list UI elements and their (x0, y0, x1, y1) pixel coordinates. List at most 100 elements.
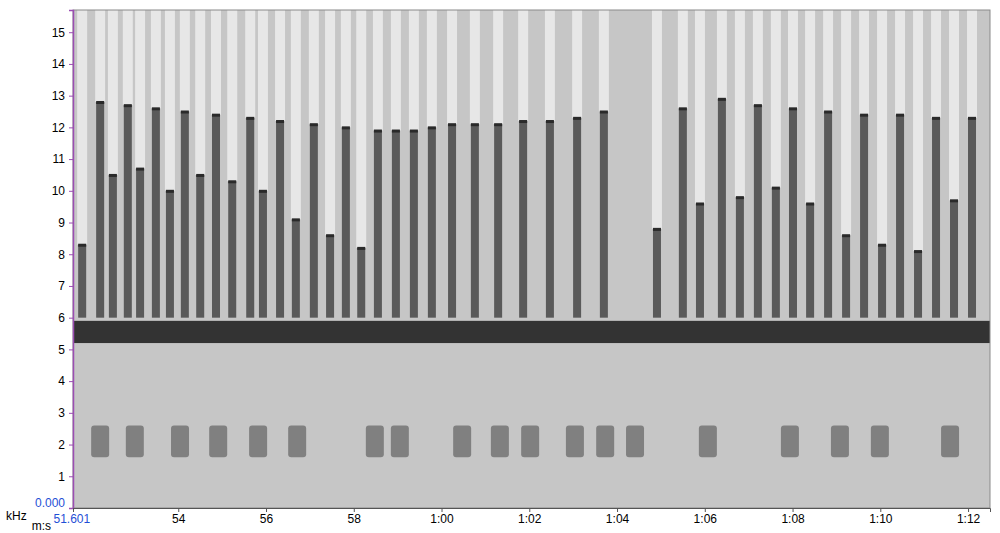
call (968, 118, 976, 318)
call-column (788, 10, 798, 108)
call (950, 200, 958, 317)
call (573, 118, 581, 318)
y-tick: 3 (58, 406, 73, 420)
x-tick-label: 1:06 (694, 512, 718, 526)
y-tick-label: 14 (52, 57, 66, 71)
y-tick-mark (69, 32, 73, 33)
call-column (695, 10, 705, 203)
y-tick: 15 (52, 26, 73, 40)
call-column (599, 10, 609, 112)
call-top (310, 123, 318, 126)
call-column (123, 10, 133, 105)
y-tick: 1 (58, 470, 73, 484)
noise-blob (171, 426, 189, 458)
call (212, 115, 220, 318)
y-tick-mark (69, 413, 73, 414)
call (878, 245, 886, 318)
call-top (166, 190, 174, 193)
x-tick: 1:08 (781, 508, 805, 526)
call (494, 124, 502, 317)
noise-blob (391, 426, 409, 458)
y-axis-line (69, 11, 74, 509)
call-column (805, 10, 815, 203)
noise-blob (871, 426, 889, 458)
call-column (931, 10, 941, 118)
call-top (136, 168, 144, 171)
y-axis-title: kHz (6, 509, 27, 523)
call-column (135, 10, 145, 169)
call (109, 175, 117, 318)
y-tick: 14 (52, 57, 73, 71)
call-top (718, 98, 726, 101)
call-top (410, 130, 418, 133)
y-tick-label: 13 (52, 89, 66, 103)
call-column (258, 10, 268, 191)
marks (73, 10, 990, 457)
call-top (736, 196, 744, 199)
call-column (309, 10, 319, 124)
call (310, 124, 318, 317)
call (124, 105, 132, 318)
y-tick-label: 0.000 (35, 496, 65, 510)
x-tick: 1:12 (957, 508, 981, 526)
call-top (181, 111, 189, 114)
call-top (824, 111, 832, 114)
call (860, 115, 868, 318)
call-column (949, 10, 959, 200)
call (842, 235, 850, 317)
call-top (246, 117, 254, 120)
call (228, 181, 236, 317)
call-column (859, 10, 869, 115)
y-axis: 0.000123456789101112131415 (35, 11, 74, 511)
y-tick-label: 15 (52, 26, 66, 40)
y-tick-label: 8 (58, 248, 65, 262)
call-column (391, 10, 401, 131)
y-tick-label: 1 (58, 470, 65, 484)
y-tick: 7 (58, 279, 73, 293)
y-tick-mark (69, 445, 73, 446)
noise-blob (566, 426, 584, 458)
call-column (823, 10, 833, 112)
call-top (842, 234, 850, 237)
call (696, 203, 704, 317)
call-top (326, 234, 334, 237)
x-tick-label: 1:04 (606, 512, 630, 526)
call-top (653, 228, 661, 231)
call-column (470, 10, 480, 124)
call-top (259, 190, 267, 193)
call-top (679, 107, 687, 110)
y-tick-mark (69, 286, 73, 287)
call-column (493, 10, 503, 124)
noise-blob (209, 426, 227, 458)
y-tick: 12 (52, 121, 73, 135)
y-tick-mark (69, 508, 73, 509)
call (196, 175, 204, 318)
call-column (717, 10, 727, 99)
call (136, 169, 144, 318)
call-column (753, 10, 763, 105)
x-axis: 51.6015456581:001:021:041:061:081:101:12 (54, 508, 991, 526)
call-top (428, 126, 436, 129)
call-column (356, 10, 366, 248)
call (78, 245, 86, 318)
call-column (447, 10, 457, 124)
y-tick-mark (69, 318, 73, 319)
call-column (373, 10, 383, 131)
call (181, 112, 189, 318)
call (789, 108, 797, 317)
x-tick: 56 (260, 508, 274, 526)
y-tick-label: 12 (52, 121, 66, 135)
call (357, 248, 365, 318)
call-column (211, 10, 221, 115)
call-top (212, 114, 220, 117)
call-top (573, 117, 581, 120)
y-tick-mark (69, 159, 73, 160)
noise-blob (126, 426, 144, 458)
call-top (806, 202, 814, 205)
call (519, 121, 527, 318)
call-column (227, 10, 237, 181)
call-top (357, 247, 365, 250)
noise-band (73, 321, 990, 343)
y-tick-mark (69, 476, 73, 477)
call-column (735, 10, 745, 197)
